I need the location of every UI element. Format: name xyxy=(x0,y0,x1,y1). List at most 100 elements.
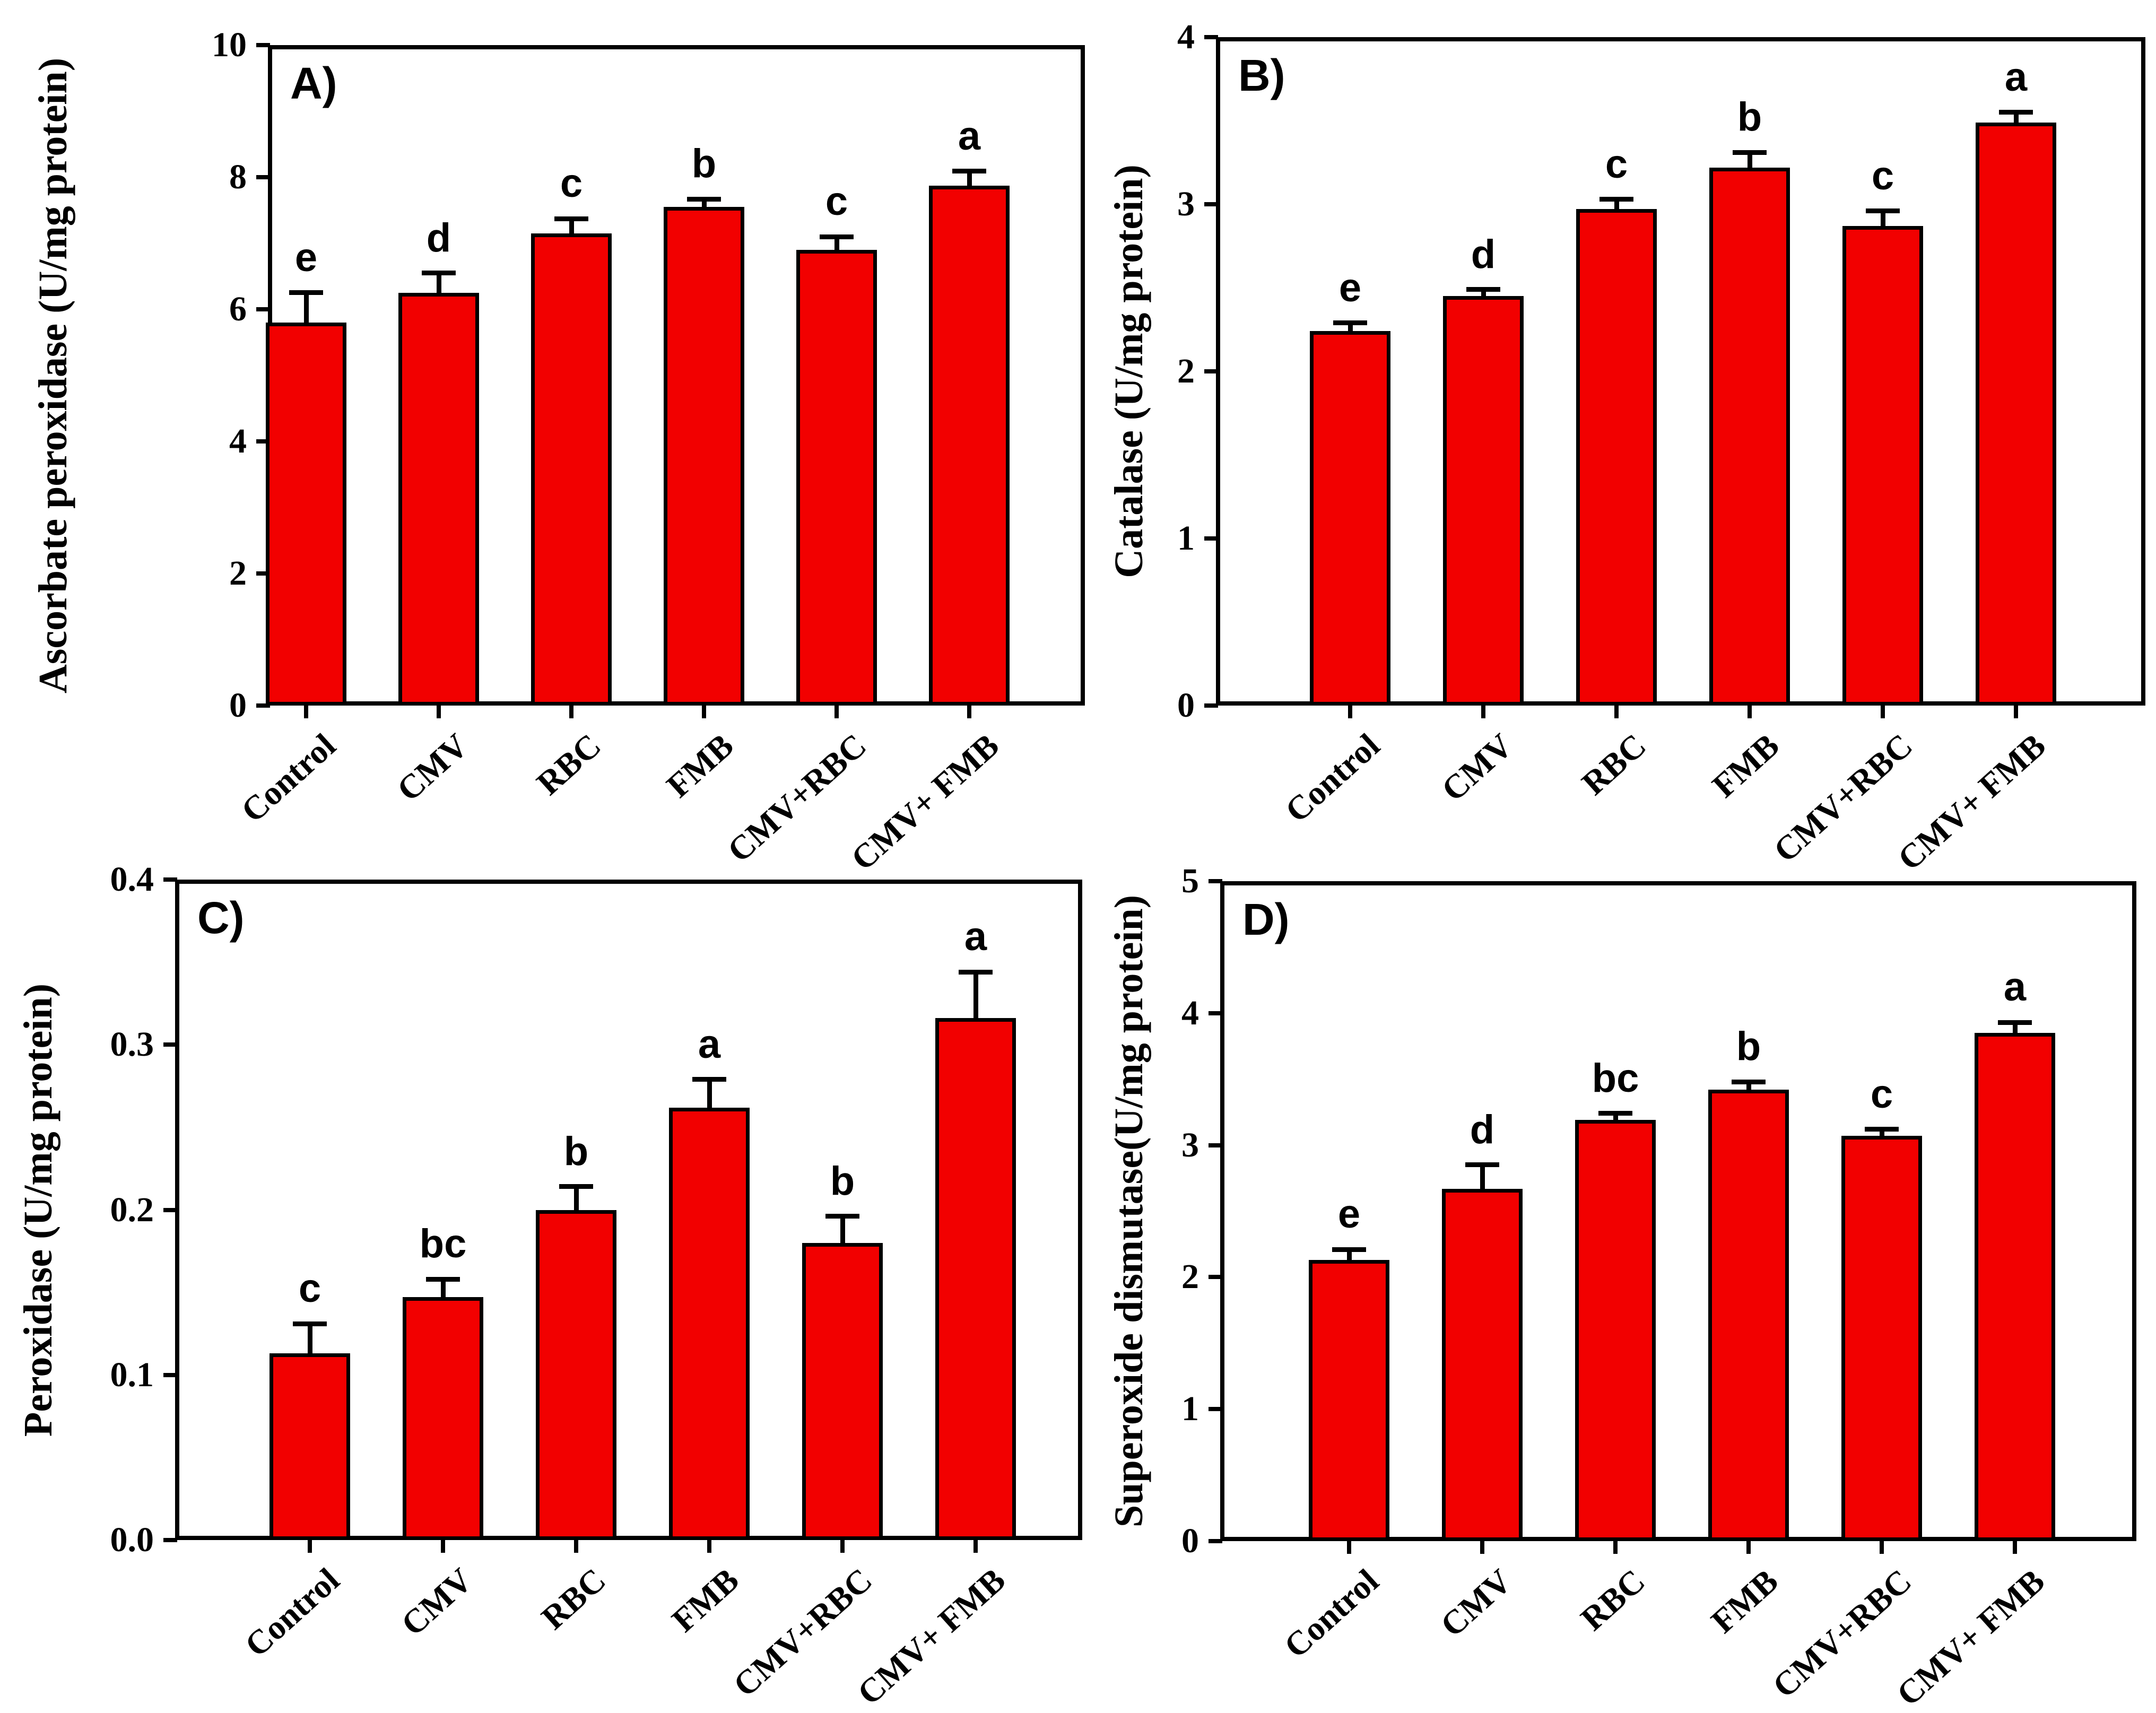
error-bar-cap-cmv xyxy=(1465,1162,1499,1168)
error-bar-cap-cmv-rbc xyxy=(1865,1127,1899,1132)
error-bar-line-cmv-rbc xyxy=(834,237,839,252)
y-tick-label: 3 xyxy=(1181,1125,1199,1164)
y-tick xyxy=(163,1042,177,1047)
error-bar-line-fmb xyxy=(701,199,707,210)
y-tick-label: 0.0 xyxy=(110,1520,154,1559)
error-bar-cap-rbc xyxy=(1598,1111,1632,1116)
y-tick xyxy=(256,175,270,179)
x-tick xyxy=(702,706,706,718)
x-tick-label-cmv: CMV xyxy=(389,726,475,809)
y-tick xyxy=(1204,703,1218,708)
panel-label: C) xyxy=(197,893,245,943)
error-bar-line-control xyxy=(303,292,309,325)
error-bar-cap-cmv-rbc xyxy=(1866,208,1900,214)
y-tick-label: 0 xyxy=(229,686,247,725)
sig-letter-control: c xyxy=(298,1266,321,1311)
x-tick-label-control: Control xyxy=(1276,1562,1386,1665)
y-tick-label: 10 xyxy=(212,25,247,64)
x-tick-label-rbc: RBC xyxy=(1574,726,1653,803)
sig-letter-cmv-rbc: c xyxy=(1871,153,1894,198)
y-tick xyxy=(1209,1539,1222,1543)
error-bar-line-cmv xyxy=(440,1279,446,1300)
x-tick xyxy=(437,706,441,718)
y-axis-label: Ascorbate peroxidase (U/mg protein) xyxy=(31,57,75,693)
error-bar-line-control xyxy=(307,1324,312,1356)
x-tick-label-rbc: RBC xyxy=(534,1561,613,1637)
error-bar-cap-fmb xyxy=(687,196,721,202)
x-tick xyxy=(1881,706,1885,718)
error-bar-cap-cmv-rbc xyxy=(820,234,854,239)
sig-letter-fmb: b xyxy=(691,141,717,187)
y-tick-label: 4 xyxy=(1181,993,1199,1032)
error-bar-line-rbc xyxy=(573,1186,579,1212)
error-bar-line-cmv xyxy=(436,273,441,295)
sig-letter-cmv-fmb: a xyxy=(964,914,987,960)
bar-rbc xyxy=(531,233,612,706)
y-tick-label: 0.1 xyxy=(110,1355,154,1394)
error-bar-cap-control xyxy=(289,290,323,295)
x-tick xyxy=(834,706,839,718)
x-tick xyxy=(1480,1541,1484,1554)
x-tick xyxy=(1348,706,1352,718)
panel-d: Superoxide dismutase(U/mg protein) D) 0 1 2 3… xyxy=(1078,856,2156,1713)
bar-cmv-rbc xyxy=(1842,225,1923,706)
error-bar-line-rbc xyxy=(1614,199,1619,212)
bar-rbc xyxy=(1575,1120,1656,1541)
error-bar-line-cmv-rbc xyxy=(840,1216,845,1245)
bar-cmv-fmb xyxy=(935,1018,1016,1540)
sig-letter-cmv-rbc: c xyxy=(825,179,848,224)
x-tick xyxy=(308,1540,312,1553)
x-tick-label-cmv: CMV xyxy=(1433,1562,1519,1645)
sig-letter-cmv-fmb: a xyxy=(2003,964,2027,1010)
bar-fmb xyxy=(1708,1090,1789,1541)
y-tick-label: 4 xyxy=(1177,18,1195,56)
x-tick xyxy=(1613,1541,1618,1554)
error-bar-cap-rbc xyxy=(559,1184,593,1189)
error-bar-line-cmv xyxy=(1481,289,1486,299)
y-tick-label: 1 xyxy=(1177,519,1195,558)
error-bar-line-cmv-rbc xyxy=(1879,1129,1884,1138)
x-tick xyxy=(1614,706,1619,718)
bar-cmv-fmb xyxy=(1975,1033,2055,1541)
sig-letter-cmv: d xyxy=(426,215,451,260)
error-bar-line-cmv-fmb xyxy=(2012,1022,2018,1036)
plot-frame xyxy=(1220,881,2136,1541)
y-tick xyxy=(256,43,270,47)
sig-letter-fmb: b xyxy=(1737,94,1762,140)
x-tick-label-rbc: RBC xyxy=(1573,1562,1652,1638)
x-tick xyxy=(1347,1541,1351,1554)
sig-letter-rbc: c xyxy=(1605,141,1628,187)
error-bar-cap-control xyxy=(293,1321,327,1326)
y-tick-label: 0.2 xyxy=(110,1190,154,1229)
error-bar-cap-cmv-fmb xyxy=(1999,110,2033,115)
y-tick xyxy=(256,571,270,576)
error-bar-line-rbc xyxy=(569,219,574,236)
error-bar-cap-rbc xyxy=(1599,197,1633,202)
error-bar-cap-cmv-fmb xyxy=(1998,1020,2032,1025)
y-tick xyxy=(1204,536,1218,541)
y-tick-label: 2 xyxy=(1177,352,1195,390)
x-tick-label-control: Control xyxy=(233,726,343,830)
y-tick-label: 0 xyxy=(1177,686,1195,725)
x-tick-label-fmb: FMB xyxy=(1705,726,1786,805)
sig-letter-cmv: d xyxy=(1471,231,1496,277)
sig-letter-rbc: b xyxy=(563,1128,589,1174)
sig-letter-control: e xyxy=(294,234,318,280)
x-tick xyxy=(1880,1541,1884,1554)
sig-letter-cmv-rbc: b xyxy=(830,1158,855,1204)
plot-frame xyxy=(1216,37,2145,706)
y-tick-label: 0.3 xyxy=(110,1025,154,1064)
bar-control xyxy=(266,322,346,706)
sig-letter-rbc: bc xyxy=(1592,1055,1639,1101)
error-bar-cap-cmv xyxy=(1466,287,1500,292)
sig-letter-fmb: b xyxy=(1736,1024,1761,1069)
y-tick-label: 0.4 xyxy=(110,860,154,899)
x-tick xyxy=(973,1540,978,1553)
y-tick xyxy=(1209,879,1222,883)
y-tick xyxy=(256,703,270,708)
error-bar-cap-cmv-rbc xyxy=(825,1214,859,1219)
y-tick xyxy=(1204,369,1218,373)
y-tick-label: 3 xyxy=(1177,185,1195,223)
error-bar-line-control xyxy=(1347,323,1353,334)
panel-a: Ascorbate peroxidase (U/mg protein) A) 0 2 4… xyxy=(0,0,1085,877)
